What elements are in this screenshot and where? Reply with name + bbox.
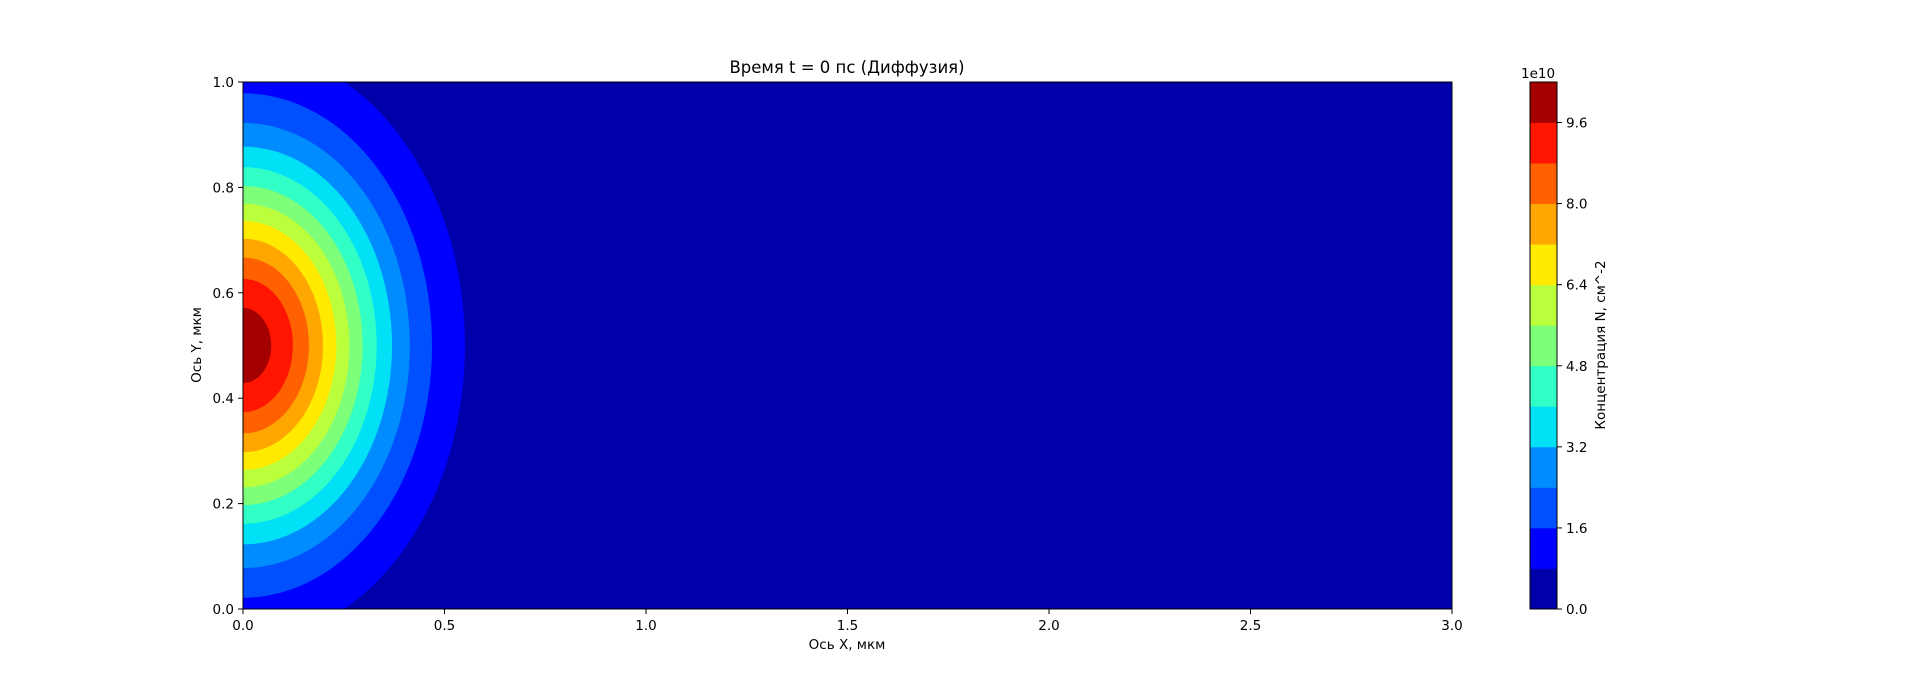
x-tick-label: 2.5 [1240,618,1261,634]
colorbar: 0.0 1.6 3.2 4.8 6.4 8.0 9.6 1e10 Концентрация … [1521,66,1609,618]
x-tick-label: 3.0 [1441,618,1462,634]
colorbar-band-10 [1530,163,1557,205]
y-tick-label: 0.8 [213,180,234,196]
x-tick-label: 0.0 [232,618,253,634]
colorbar-tick-label: 3.2 [1566,440,1587,456]
colorbar-band-7 [1530,284,1557,326]
y-tick-label: 0.6 [213,286,234,302]
colorbar-band-9 [1530,203,1557,245]
x-axis-label: Ось X, мкм [809,637,886,653]
y-axis-ticks: 0.0 0.2 0.4 0.6 0.8 1.0 [213,75,243,618]
colorbar-tick-label: 6.4 [1566,278,1587,294]
colorbar-band-3 [1530,446,1557,488]
colorbar-band-12 [1530,82,1557,123]
colorbar-bands [1530,82,1557,610]
colorbar-offset-text: 1e10 [1521,66,1555,82]
colorbar-frame [1529,81,1558,610]
x-tick-label: 2.0 [1038,618,1059,634]
y-tick-label: 1.0 [213,75,234,91]
contour-bands [243,82,1452,609]
y-tick-label: 0.0 [213,602,234,618]
colorbar-band-5 [1530,365,1557,407]
x-tick-label: 1.0 [635,618,656,634]
colorbar-tick-label: 9.6 [1566,116,1587,132]
y-tick-label: 0.2 [213,497,234,513]
colorbar-band-11 [1530,122,1557,164]
x-tick-label: 0.5 [434,618,455,634]
colorbar-band-4 [1530,406,1557,448]
colorbar-band-2 [1530,487,1557,529]
y-tick-label: 0.4 [213,391,234,407]
contour-plot: 0.0 0.5 1.0 1.5 2.0 2.5 3.0 0.0 0.2 0.4 0.6 0.8 1.0… [189,58,1463,653]
colorbar-tick-label: 0.0 [1566,602,1587,618]
colorbar-band-1 [1530,527,1557,569]
colorbar-ticks: 0.0 1.6 3.2 4.8 6.4 8.0 9.6 [1557,116,1587,618]
contour-band-12 [243,307,272,384]
chart-title: Время t = 0 пс (Диффузия) [729,58,964,77]
y-axis-label: Ось Y, мкм [189,307,205,383]
colorbar-tick-label: 1.6 [1566,521,1587,537]
x-axis-ticks: 0.0 0.5 1.0 1.5 2.0 2.5 3.0 [232,609,1463,634]
colorbar-tick-label: 8.0 [1566,197,1587,213]
colorbar-tick-label: 4.8 [1566,359,1587,375]
colorbar-band-6 [1530,325,1557,367]
colorbar-label: Концентрация N, см^-2 [1593,260,1609,429]
colorbar-band-0 [1530,568,1557,610]
colorbar-band-8 [1530,244,1557,286]
x-tick-label: 1.5 [837,618,858,634]
